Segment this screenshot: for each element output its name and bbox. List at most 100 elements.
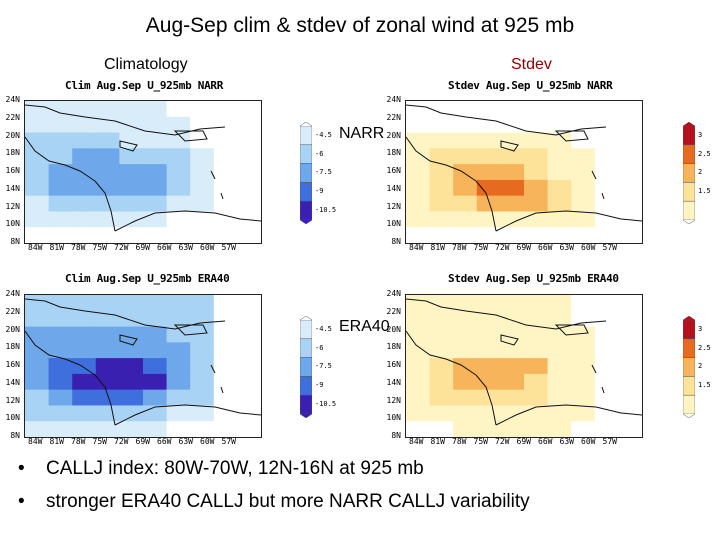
grid-cell [237,195,261,212]
grid-cell [547,211,572,228]
grid-cell [25,405,50,422]
grid-cell [429,195,454,212]
longitude-tick-label: 60W [581,437,596,446]
grid-cell [500,389,525,406]
grid-cell [571,116,596,134]
grid-cell [119,179,144,197]
grid-cell [48,116,73,134]
grid-cell [72,164,97,181]
colorbar-band [299,182,313,202]
grid-cell [571,195,596,212]
longitude-tick-label: 72W [114,437,129,446]
grid-cell [119,358,144,375]
grid-cell [213,295,238,312]
grid-cell [618,421,642,437]
grid-cell [237,389,261,406]
grid-cell [237,310,261,328]
grid-cell [72,148,97,165]
grid-cell [594,295,619,312]
grid-cell [213,342,238,359]
grid-cell [571,101,596,118]
grid-cell [190,132,215,149]
grid-cell [190,405,215,422]
coastline-outline [406,298,642,426]
latitude-tick-label: 24N [5,95,20,104]
latitude-tick-label: 12N [386,395,401,405]
grid-cell [594,179,619,197]
colorbar-band [299,394,313,415]
longitude-tick-label: 75W [473,243,488,252]
grid-cell [429,101,454,118]
grid-cell [453,358,478,375]
grid-cell [166,342,191,359]
grid-cell [524,373,549,391]
grid-cell [524,148,549,165]
grid-cell [95,421,120,437]
grid-cell [429,164,454,181]
colorbar-tick-label: 2.5 [698,343,711,352]
grid-cell [571,389,596,406]
grid-cell [237,164,261,181]
grid-cell [406,179,431,197]
grid-cell [476,164,501,181]
grid-cell [594,164,619,181]
grid-cell [166,227,191,243]
latitude-tick-label: 24N [386,95,401,104]
grid-cell [453,116,478,134]
grid-cell [594,227,619,243]
grid-cell [143,373,168,391]
grid-cell [119,342,144,359]
latitude-tick-label: 18N [386,148,401,158]
grid-cell [143,405,168,422]
longitude-tick-label: 57W [221,243,236,252]
slide-title: Aug-Sep clim & stdev of zonal wind at 92… [145,14,575,37]
grid-cell [571,342,596,359]
grid-cell [453,342,478,359]
grid-cell [143,310,168,328]
grid-cell [524,227,549,243]
grid-cell [190,295,215,312]
grid-cell [618,310,642,328]
colorbar-tick-label: -10.5 [315,400,337,408]
grid-cell [453,389,478,406]
grid-cell [48,195,73,212]
grid-cell [406,373,431,391]
grid-cell [95,373,120,391]
colorbar-band [682,357,696,377]
latitude-tick-label: 20N [386,130,401,140]
longitude-tick-label: 66W [538,437,553,446]
grid-cell [143,132,168,149]
grid-cell [594,148,619,165]
grid-cell [500,295,525,312]
colorbar-band [299,200,313,221]
grid-cell [524,310,549,328]
grid-cell [213,195,238,212]
longitude-tick-label: 60W [581,243,596,252]
grid-cell [594,342,619,359]
grid-cell [25,373,50,391]
grid-cell [500,195,525,212]
latitude-tick-label: 18N [5,148,20,158]
grid-cell [213,358,238,375]
longitude-tick-label: 57W [602,243,617,252]
longitude-tick-label: 60W [200,243,215,252]
grid-cell [213,179,238,197]
grid-cell [547,295,572,312]
grid-cell [547,342,572,359]
grid-cell [524,389,549,406]
grid-cell [190,179,215,197]
grid-cell [429,342,454,359]
grid-cell [453,227,478,243]
clim-colorbar [299,315,313,423]
grid-cell [213,326,238,343]
grid-cell [594,116,619,134]
latitude-tick-label: 8N [391,431,401,440]
grid-cell [547,421,572,437]
grid-cell [48,227,73,243]
grid-cell [143,195,168,212]
grid-cell [119,164,144,181]
grid-cell [143,295,168,312]
grid-cell [166,358,191,375]
longitude-tick-label: 63W [178,243,193,252]
longitude-tick-label: 75W [92,437,107,446]
